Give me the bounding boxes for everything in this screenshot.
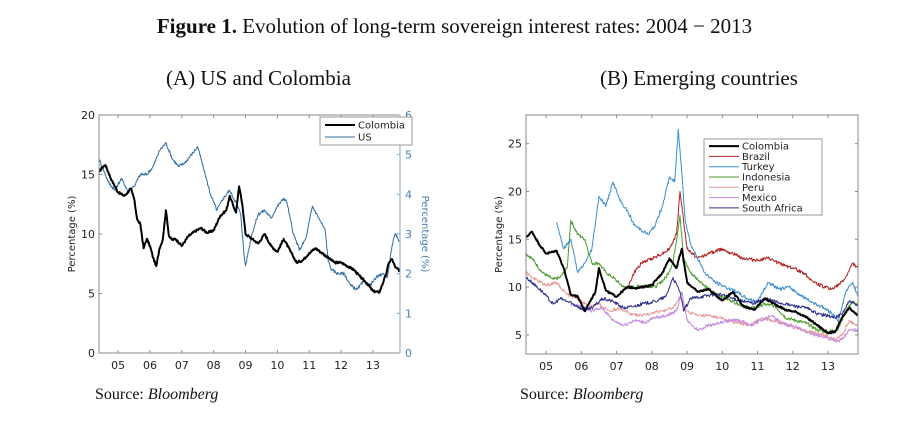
series-line-us	[99, 142, 400, 291]
source-name: Bloomberg	[147, 386, 219, 403]
figure-title: Figure 1. Evolution of long-term soverei…	[0, 14, 909, 39]
legend-label: Peru	[742, 183, 764, 194]
x-tick-label: 06	[143, 359, 157, 372]
x-tick-label: 13	[366, 359, 380, 372]
y-tick-label: 20	[508, 185, 522, 198]
legend-label: Indonesia	[742, 173, 790, 184]
x-tick-label: 05	[539, 360, 553, 373]
y-tick-label: 10	[81, 228, 95, 241]
y-tick-label: 10	[508, 281, 522, 294]
right-y-tick-label: 4	[405, 188, 412, 201]
panel-a-source: Source: Bloomberg	[95, 386, 218, 404]
panel-a-title: (A) US and Colombia	[166, 66, 351, 90]
legend-label: Colombia	[742, 142, 789, 153]
x-tick-label: 08	[207, 359, 221, 372]
x-tick-label: 07	[610, 360, 624, 373]
x-tick-label: 12	[334, 359, 348, 372]
figure-title-label: Figure 1.	[156, 14, 237, 38]
x-tick-label: 09	[239, 359, 253, 372]
x-tick-label: 08	[645, 360, 659, 373]
x-tick-label: 07	[175, 359, 189, 372]
y-tick-label: 25	[508, 138, 522, 151]
x-tick-label: 09	[680, 360, 694, 373]
y-tick-label: 5	[515, 329, 522, 342]
y-tick-label: 20	[81, 109, 95, 122]
series-line-indonesia	[526, 214, 858, 334]
right-y-tick-label: 5	[405, 149, 412, 162]
x-tick-label: 05	[111, 359, 125, 372]
right-y-axis-label: Percentage (%)	[419, 196, 430, 273]
series-line-colombia	[99, 164, 400, 294]
x-tick-label: 13	[821, 360, 835, 373]
y-tick-label: 0	[88, 347, 95, 360]
source-label: Source:	[95, 386, 148, 403]
y-axis-label: Percentage (%)	[494, 196, 505, 273]
y-axis-label: Percentage (%)	[67, 196, 78, 273]
panel-b-title: (B) Emerging countries	[600, 66, 798, 90]
x-tick-label: 11	[751, 360, 765, 373]
x-tick-label: 06	[574, 360, 588, 373]
y-tick-label: 5	[88, 288, 95, 301]
legend-label: South Africa	[742, 203, 803, 214]
series-line-brazil	[627, 191, 858, 291]
series-line-mexico	[570, 291, 858, 343]
chart-panel-b: 05 06 07 08 09 10 11 12 13 5 10 15 20 25 Percentage (%…	[494, 114, 859, 373]
x-tick-label: 11	[302, 359, 316, 372]
legend-label: Colombia	[358, 121, 405, 132]
right-y-tick-label: 0	[405, 347, 412, 360]
panel-b-source: Source: Bloomberg	[520, 386, 643, 404]
x-tick-label: 10	[270, 359, 284, 372]
series-line-colombia	[526, 230, 858, 335]
series-line-peru	[526, 271, 858, 341]
series-line-south-africa	[526, 276, 858, 320]
x-tick-label: 10	[715, 360, 729, 373]
series-group	[99, 142, 400, 294]
legend-box	[319, 116, 413, 146]
source-label: Source:	[520, 386, 573, 403]
y-tick-label: 15	[81, 169, 95, 182]
figure-title-text: Evolution of long-term sovereign interes…	[236, 14, 753, 38]
plot-frame	[98, 114, 401, 354]
legend-label: Turkey	[741, 162, 775, 173]
right-y-tick-label: 1	[405, 307, 412, 320]
legend-label: Brazil	[742, 152, 770, 163]
x-tick-label: 12	[786, 360, 800, 373]
legend: ColombiaBrazilTurkeyIndonesiaPeruMexicoS…	[703, 138, 823, 216]
legend-label: US	[358, 133, 372, 144]
right-y-tick-label: 2	[405, 268, 412, 281]
right-y-tick-label: 6	[405, 109, 412, 122]
series-group	[526, 128, 858, 343]
right-y-tick-label: 3	[405, 228, 412, 241]
legend-label: Mexico	[742, 193, 777, 204]
plot-frame	[525, 114, 859, 355]
series-line-turkey	[556, 128, 858, 322]
source-name: Bloomberg	[572, 386, 644, 403]
y-tick-label: 15	[508, 233, 522, 246]
